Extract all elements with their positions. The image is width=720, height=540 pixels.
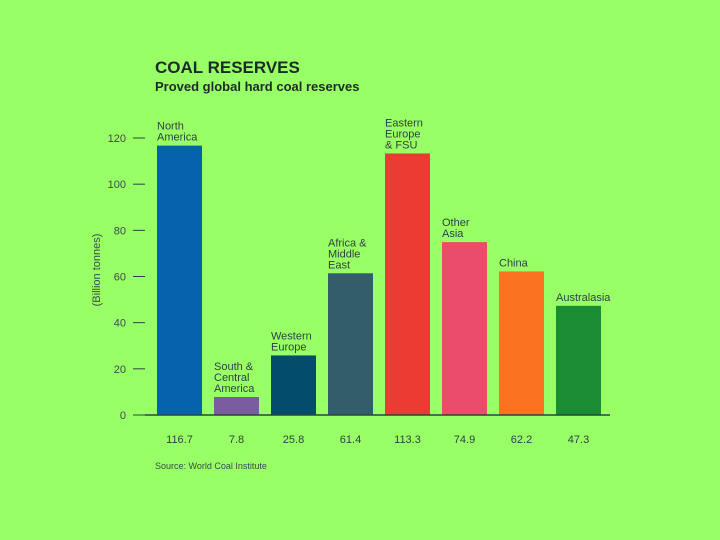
category-label: Other Asia: [442, 217, 470, 240]
value-label: 116.7: [166, 434, 193, 446]
bar: [499, 271, 544, 415]
y-axis: 0 20 40 60 80 100 120: [108, 133, 145, 422]
chart-subtitle: Proved global hard coal reserves: [155, 79, 359, 94]
source-note: Source: World Coal Institute: [155, 461, 267, 471]
y-tick-label: 20: [114, 364, 126, 376]
chart-title: COAL RESERVES: [155, 58, 300, 77]
value-label: 74.9: [454, 434, 475, 446]
category-label: Australasia: [556, 292, 611, 304]
y-tick-label: 40: [114, 318, 126, 330]
bar: [328, 273, 373, 415]
bar: [157, 145, 202, 415]
bar: [214, 396, 259, 415]
value-label: 62.2: [511, 434, 532, 446]
category-label: China: [499, 257, 529, 269]
y-axis-title: (Billion tonnes): [91, 234, 103, 307]
bars: [157, 145, 601, 416]
value-labels: 116.7 7.8 25.8 61.4 113.3 74.9 62.2 47.3: [166, 434, 589, 446]
category-labels: North America South & Central America Western…: [157, 117, 611, 395]
y-tick-label: 0: [120, 410, 126, 422]
value-label: 113.3: [394, 434, 421, 446]
value-label: 25.8: [283, 434, 304, 446]
bar: [385, 153, 430, 416]
value-label: 47.3: [568, 434, 589, 446]
bar: [271, 355, 316, 415]
y-tick-label: 80: [114, 225, 126, 237]
value-label: 7.8: [229, 434, 244, 446]
category-label: Eastern Europe & FSU: [385, 117, 423, 151]
category-label: South & Central America: [214, 361, 255, 395]
y-tick-label: 60: [114, 272, 126, 284]
category-label: Africa & Middle East: [328, 237, 367, 271]
value-label: 61.4: [340, 434, 361, 446]
y-tick-label: 120: [108, 133, 126, 145]
y-tick-label: 100: [108, 179, 126, 191]
bar: [556, 305, 601, 415]
bar: [442, 242, 487, 415]
category-label: North America: [157, 121, 198, 144]
category-label: Western Europe: [271, 330, 312, 353]
